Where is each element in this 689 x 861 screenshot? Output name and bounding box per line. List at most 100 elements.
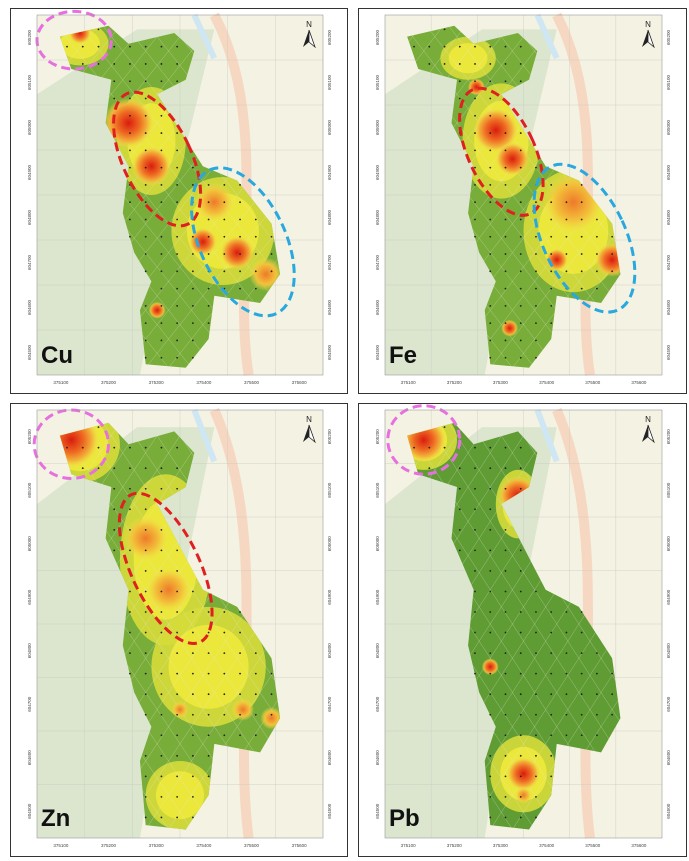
- y-tick-label: 605100: [666, 75, 671, 91]
- x-tick-label: 375100: [53, 843, 69, 848]
- sample-point: [535, 817, 537, 819]
- map-panel: 3751003752003753003754003755003756006052…: [10, 403, 348, 857]
- sample-point: [474, 46, 476, 48]
- sample-point: [550, 714, 552, 716]
- sample-point: [566, 611, 568, 613]
- sample-point: [176, 253, 178, 255]
- x-tick-label: 375200: [101, 380, 117, 385]
- diamond-grid: [662, 15, 686, 375]
- sample-point: [505, 734, 507, 736]
- sample-point: [550, 693, 552, 695]
- sample-point: [520, 288, 522, 290]
- diamond-grid: [359, 15, 385, 375]
- sample-point: [161, 184, 163, 186]
- x-tick-label: 375100: [53, 380, 69, 385]
- sample-point: [505, 167, 507, 169]
- x-tick-label: 375300: [149, 843, 165, 848]
- sample-point: [581, 693, 583, 695]
- sample-point: [161, 288, 163, 290]
- sample-point: [255, 693, 257, 695]
- sample-point: [520, 755, 522, 757]
- sample-point: [176, 467, 178, 469]
- hotspot: [220, 236, 254, 270]
- north-label: N: [645, 20, 651, 29]
- y-tick-label: 604700: [27, 696, 32, 712]
- sample-point: [520, 270, 522, 272]
- sample-point: [161, 322, 163, 324]
- sample-point: [176, 714, 178, 716]
- diamond-grid: [662, 15, 686, 375]
- y-tick-label: 604700: [327, 255, 332, 271]
- sample-point: [145, 447, 147, 449]
- map-panel: 3751003752003753003754003755003756006052…: [358, 403, 687, 857]
- sample-point: [505, 80, 507, 82]
- sample-point: [566, 219, 568, 221]
- y-tick-label: 604900: [327, 165, 332, 181]
- sample-point: [520, 219, 522, 221]
- sample-point: [474, 508, 476, 510]
- sample-point: [176, 149, 178, 151]
- sample-point: [161, 340, 163, 342]
- sample-point: [489, 611, 491, 613]
- sample-point: [596, 288, 598, 290]
- sample-point: [581, 714, 583, 716]
- sample-point: [82, 467, 84, 469]
- diamond-grid: [684, 410, 686, 838]
- sample-point: [161, 447, 163, 449]
- sample-point: [129, 529, 131, 531]
- diamond-grid: [359, 410, 385, 838]
- sample-point: [489, 796, 491, 798]
- sample-point: [129, 467, 131, 469]
- x-tick-label: 375300: [493, 843, 509, 848]
- sample-point: [192, 775, 194, 777]
- sample-point: [192, 270, 194, 272]
- sample-point: [474, 184, 476, 186]
- sample-point: [129, 652, 131, 654]
- sample-point: [129, 549, 131, 551]
- sample-point: [145, 632, 147, 634]
- sample-point: [581, 288, 583, 290]
- sample-point: [505, 570, 507, 572]
- hotspot: [146, 567, 191, 612]
- diamond-grid: [323, 410, 347, 838]
- sample-point: [550, 632, 552, 634]
- sample-point: [581, 236, 583, 238]
- sample-point: [161, 488, 163, 490]
- sample-point: [239, 652, 241, 654]
- sample-point: [223, 673, 225, 675]
- sample-point: [520, 46, 522, 48]
- x-tick-label: 375300: [149, 380, 165, 385]
- sample-point: [176, 340, 178, 342]
- sample-point: [145, 46, 147, 48]
- diamond-grid: [359, 410, 385, 838]
- sample-point: [550, 322, 552, 324]
- sample-point: [176, 322, 178, 324]
- sample-point: [176, 63, 178, 65]
- sample-point: [192, 652, 194, 654]
- sample-point: [129, 591, 131, 593]
- sample-point: [505, 184, 507, 186]
- y-tick-label: 604500: [375, 345, 380, 361]
- sample-point: [489, 115, 491, 117]
- sample-point: [489, 149, 491, 151]
- y-tick-label: 604600: [375, 750, 380, 766]
- sample-point: [192, 305, 194, 307]
- sample-point: [145, 236, 147, 238]
- sample-point: [255, 734, 257, 736]
- sample-point: [223, 734, 225, 736]
- y-tick-label: 604500: [375, 803, 380, 819]
- sample-point: [145, 796, 147, 798]
- sample-point: [474, 115, 476, 117]
- sample-point: [271, 693, 273, 695]
- sample-point: [192, 755, 194, 757]
- sample-point: [581, 253, 583, 255]
- sample-point: [145, 755, 147, 757]
- x-tick-label: 375200: [101, 843, 117, 848]
- diamond-grid: [346, 410, 347, 838]
- sample-point: [239, 693, 241, 695]
- sample-point: [489, 305, 491, 307]
- sample-point: [176, 632, 178, 634]
- sample-point: [550, 253, 552, 255]
- x-tick-label: 375600: [631, 843, 647, 848]
- y-tick-label: 605100: [327, 482, 332, 498]
